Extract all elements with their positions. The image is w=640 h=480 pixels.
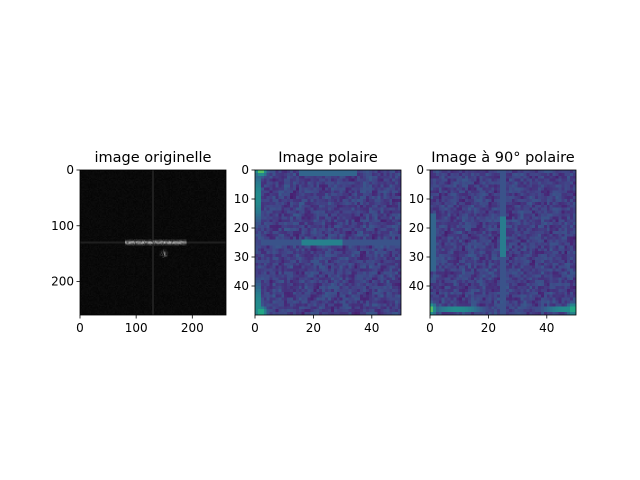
x-tick-label: 0 (426, 321, 434, 335)
axes-frame (429, 169, 577, 316)
y-tick-label: 30 (409, 250, 424, 264)
x-tick-label: 100 (125, 321, 148, 335)
y-tick-label: 0 (241, 163, 249, 177)
heatmap-image (80, 170, 226, 315)
y-tick-label: 0 (416, 163, 424, 177)
panel-title: Image à 90° polaire (431, 150, 574, 166)
x-tick-label: 200 (181, 321, 204, 335)
axes-frame (79, 169, 227, 316)
x-tick-label: 0 (251, 321, 259, 335)
y-tick-label: 10 (234, 192, 249, 206)
y-tick-label: 40 (409, 279, 424, 293)
heatmap-image (255, 170, 401, 315)
axes-frame (254, 169, 402, 316)
y-tick-label: 10 (409, 192, 424, 206)
x-tick-label: 20 (306, 321, 321, 335)
x-tick-label: 20 (481, 321, 496, 335)
y-tick-label: 20 (234, 221, 249, 235)
x-tick-label: 40 (539, 321, 554, 335)
y-tick-label: 0 (66, 163, 74, 177)
y-tick-label: 100 (51, 219, 74, 233)
y-tick-label: 20 (409, 221, 424, 235)
y-tick-label: 30 (234, 250, 249, 264)
panel-title: Image polaire (278, 150, 378, 166)
y-tick-label: 200 (51, 275, 74, 289)
x-tick-label: 0 (76, 321, 84, 335)
panel-polar-90-image: Image à 90° polaire 0 20 40 0 10 20 30 40 (409, 150, 577, 335)
heatmap-image (430, 170, 576, 315)
y-tick-label: 40 (234, 279, 249, 293)
panel-title: image originelle (95, 150, 212, 166)
panel-original-image: image originelle 0 100 200 0 100 200 (51, 150, 227, 335)
x-tick-label: 40 (364, 321, 379, 335)
panel-polar-image: Image polaire 0 20 40 0 10 20 30 40 (234, 150, 402, 335)
